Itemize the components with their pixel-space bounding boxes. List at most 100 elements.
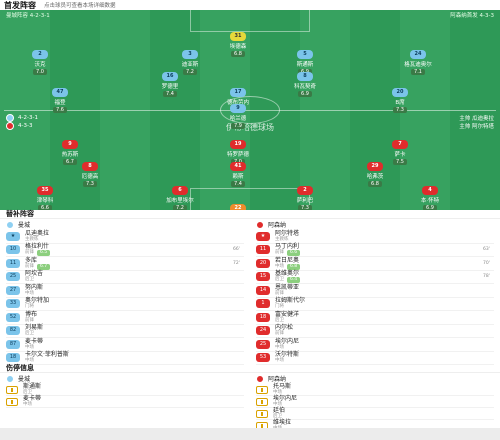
- player-marker[interactable]: 8 厄德高 7.3: [50, 162, 130, 187]
- player-rating: 6.6: [38, 205, 52, 210]
- sub-in-time: 70': [483, 260, 490, 266]
- sub-player-row[interactable]: 24 内尔松 前锋: [256, 324, 494, 338]
- player-marker[interactable]: 3 迪亚斯 7.2: [150, 50, 230, 75]
- shirt-number: 11: [256, 245, 270, 255]
- position-line: 前锋: [25, 318, 37, 324]
- player-marker[interactable]: 7 萨卡 7.5: [360, 140, 440, 165]
- sub-player-info: 卡尔文·菲利普斯 中场: [25, 351, 69, 364]
- sub-player-row[interactable]: 25 埃尔内尼 中场: [256, 338, 494, 352]
- sub-player-info: 刘易斯 后卫: [25, 324, 43, 337]
- away-team-name: 阿森纳: [268, 222, 287, 229]
- player-name: 哈兰德: [229, 116, 247, 122]
- player-marker[interactable]: 2 沃克 7.0: [0, 50, 80, 75]
- player-marker[interactable]: 47 福登 7.6: [20, 88, 100, 113]
- position-line: 后卫 6.4: [275, 277, 301, 284]
- home-subs-column: 曼城 ★ 瓜迪奥拉 主教练 10 格拉利什 前锋 6.5 66' 11 多库 前锋 6.7 72'…: [0, 219, 250, 365]
- shirt-number: 4: [422, 186, 438, 195]
- substitutes-section: 替补阵容 曼城 ★ 瓜迪奥拉 主教练 10 格拉利什 前锋 6.5 66' 11 多库 前锋 6…: [0, 210, 500, 365]
- player-rating: 7.6: [53, 107, 67, 113]
- injury-info: 托马斯 中场: [273, 383, 291, 396]
- sub-player-name: 刘易斯: [25, 324, 44, 332]
- sub-player-row[interactable]: 11 马丁内利 前锋 6.6 63': [256, 243, 494, 257]
- injury-row[interactable]: 托马斯 中场: [256, 383, 494, 396]
- arsenal-badge-icon: [256, 374, 264, 383]
- man-city-badge-icon: [6, 220, 14, 229]
- shirt-number: 24: [410, 50, 426, 59]
- player-name: B席: [395, 100, 405, 106]
- player-marker[interactable]: 16 罗德里 7.4: [130, 72, 210, 97]
- injury-icon: [256, 385, 268, 394]
- sub-player-row[interactable]: 82 刘易斯 后卫: [6, 324, 244, 338]
- injury-row[interactable]: 廷伯 后卫: [256, 407, 494, 420]
- away-coach-role: 主教练: [275, 236, 289, 242]
- player-rating: 7.5: [393, 159, 407, 165]
- shirt-number: 9: [62, 140, 78, 149]
- away-team-header: 阿森纳: [256, 219, 494, 230]
- sub-player-position: 前锋: [275, 250, 284, 256]
- player-marker[interactable]: 4 本·怀特 6.9: [390, 186, 470, 210]
- away-injury-team-header: 阿森纳: [256, 373, 494, 384]
- sub-player-info: 沃尔特斯 中场: [275, 351, 299, 364]
- player-rating: 7.4: [231, 181, 245, 187]
- player-rating: 7.1: [411, 69, 425, 75]
- injury-row[interactable]: 麦卡蒂 中场: [6, 395, 244, 408]
- coach-icon: ★: [256, 231, 270, 241]
- position-line: 前锋 6.7: [25, 263, 51, 270]
- shirt-number: 3: [182, 50, 198, 59]
- home-coach: 主帅 瓜迪奥拉: [459, 116, 494, 122]
- top-penalty-box: [190, 10, 310, 32]
- shirt-number: 18: [6, 353, 20, 363]
- sub-in-time: 78': [483, 274, 490, 280]
- player-marker[interactable]: 22拉亚7.0: [198, 204, 278, 210]
- sub-player-row[interactable]: 15 基维奥尔 后卫 6.4 78': [256, 270, 494, 284]
- sub-player-row[interactable]: 18 卡尔文·菲利普斯 中场: [6, 351, 244, 365]
- player-marker[interactable]: 31 埃德森 6.8: [198, 32, 278, 57]
- sub-player-name: 格拉利什: [25, 243, 50, 251]
- sub-player-row[interactable]: 33 奥尔特加 门将: [6, 297, 244, 311]
- player-name: 埃德森: [229, 44, 247, 50]
- sub-player-info: 努内斯 中场: [25, 284, 43, 297]
- player-marker[interactable]: 20 B席 7.3: [360, 88, 440, 113]
- sub-player-row[interactable]: 53 沃尔特斯 中场: [256, 351, 494, 365]
- away-subs-column: 阿森纳 ★ 阿尔特塔 主教练 11 马丁内利 前锋 6.6 63' 20 若日尼奥 中场 6.8…: [250, 219, 500, 365]
- sub-player-row[interactable]: 25 阿坎吉 后卫: [6, 270, 244, 284]
- home-team-name: 曼城: [18, 376, 31, 383]
- player-marker[interactable]: 35 津琴科 6.6: [5, 186, 85, 210]
- sub-player-row[interactable]: 1 拉姆斯代尔 门将: [256, 297, 494, 311]
- player-marker[interactable]: 6 加布里埃尔 7.2: [140, 186, 220, 210]
- sub-player-name: 马丁内利: [275, 243, 300, 251]
- injury-row[interactable]: 埃尔内尼 中场: [256, 395, 494, 408]
- sub-player-info: 奥尔特加 门将: [25, 297, 49, 310]
- player-name: 加布里埃尔: [166, 198, 194, 204]
- sub-player-row[interactable]: 10 格拉利什 前锋 6.5 66': [6, 243, 244, 257]
- sub-player-row[interactable]: 14 恩凯蒂亚 前锋: [256, 284, 494, 298]
- sub-player-row[interactable]: 52 博布 前锋: [6, 311, 244, 325]
- player-marker[interactable]: 8 科瓦契奇 6.9: [265, 72, 345, 97]
- sub-player-row[interactable]: 20 若日尼奥 中场 6.8 70': [256, 257, 494, 271]
- home-coach-name: 瓜迪奥拉: [25, 229, 50, 237]
- sub-player-name: 富安健洋: [275, 310, 300, 318]
- player-marker[interactable]: 29 哈弗茨 6.8: [335, 162, 415, 187]
- pitch: 曼城阵容 4-2-3-1 阿森纳首发 4-3-3 伊蒂哈德球场 4-2-3-1 …: [0, 10, 500, 210]
- player-marker[interactable]: 41 赖斯 7.4: [198, 162, 278, 187]
- player-marker[interactable]: 9 哈兰德 7.9: [198, 104, 278, 129]
- player-marker[interactable]: 2 萨利巴 7.3: [265, 186, 345, 210]
- shirt-number: 52: [6, 312, 20, 322]
- sub-player-row[interactable]: 11 多库 前锋 6.7 72': [6, 257, 244, 271]
- coach-icon: ★: [6, 231, 20, 241]
- injured-player-position: 中场: [273, 402, 282, 407]
- sub-player-row[interactable]: 27 努内斯 中场: [6, 284, 244, 298]
- position-line: 中场 6.8: [275, 263, 301, 270]
- player-marker[interactable]: 9 热苏斯 6.7: [30, 140, 110, 165]
- player-marker[interactable]: 24 格瓦迪奥尔 7.1: [378, 50, 458, 75]
- player-name: 哈弗茨: [366, 174, 384, 180]
- bottom-bar: [0, 428, 500, 440]
- sub-player-row[interactable]: 18 富安健洋 后卫: [256, 311, 494, 325]
- sub-player-rating: 6.4: [287, 277, 301, 284]
- injury-row[interactable]: 斯通斯 后卫: [6, 383, 244, 396]
- away-team-name: 阿森纳: [268, 376, 287, 383]
- player-rating: 7.4: [163, 91, 177, 97]
- header: 首发阵容 点击球员可查看本场详细数据: [0, 0, 500, 10]
- sub-player-row[interactable]: 87 麦卡蒂 中场: [6, 338, 244, 352]
